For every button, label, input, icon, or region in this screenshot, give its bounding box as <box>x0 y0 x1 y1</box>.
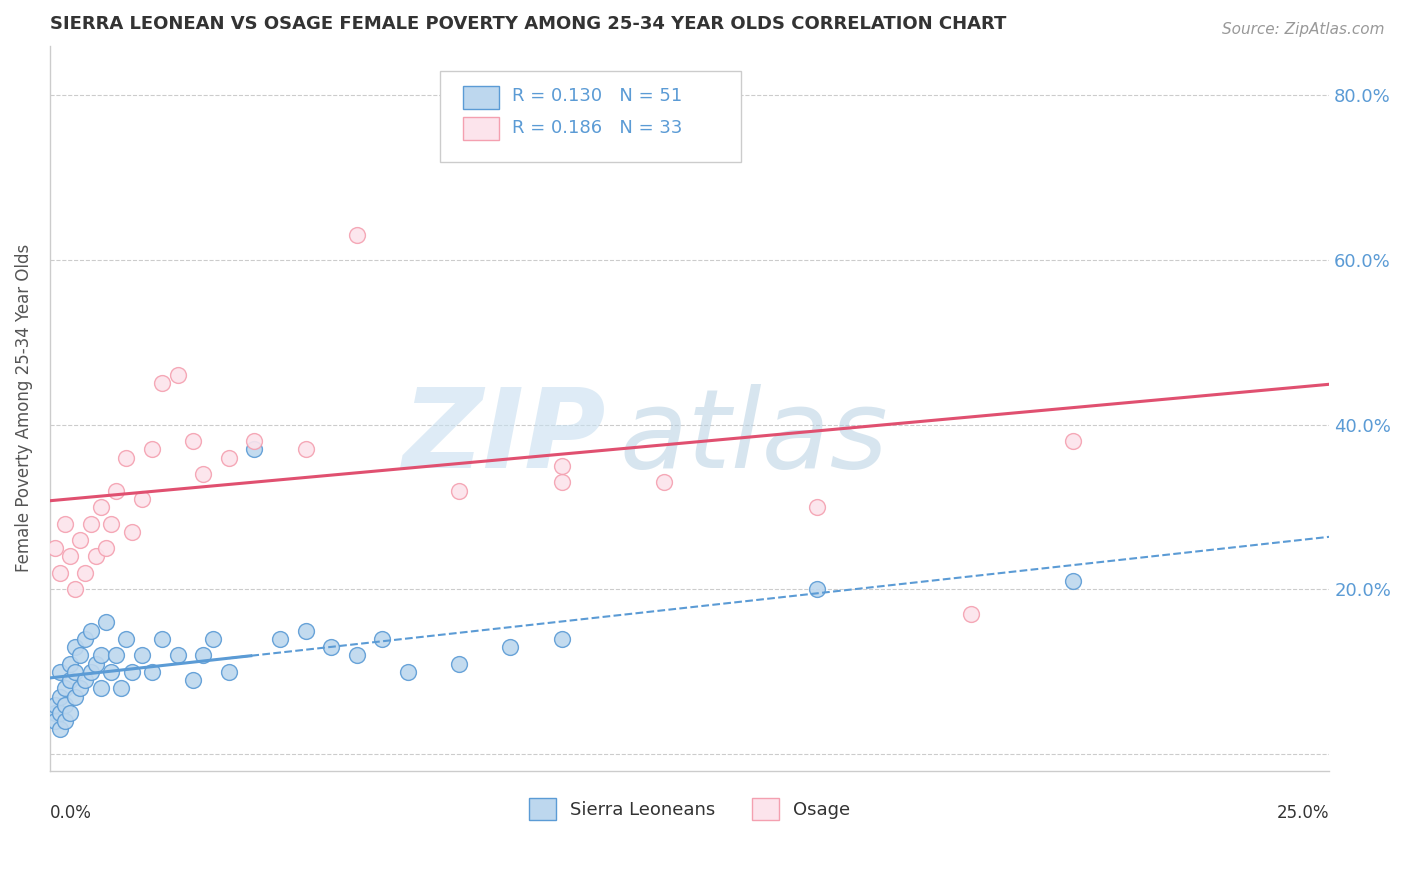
Point <box>202 632 225 646</box>
Point <box>269 632 291 646</box>
Point <box>53 698 76 712</box>
Point <box>181 673 204 687</box>
Point <box>49 665 72 679</box>
Y-axis label: Female Poverty Among 25-34 Year Olds: Female Poverty Among 25-34 Year Olds <box>15 244 32 573</box>
Point <box>550 475 572 490</box>
Point <box>121 665 143 679</box>
Point <box>90 500 112 514</box>
Point <box>121 524 143 539</box>
Point <box>49 706 72 720</box>
Point <box>49 723 72 737</box>
Point <box>84 657 107 671</box>
FancyBboxPatch shape <box>463 86 499 109</box>
Point <box>652 475 675 490</box>
Text: R = 0.130   N = 51: R = 0.130 N = 51 <box>512 87 682 105</box>
Point <box>218 450 240 465</box>
Point <box>44 714 66 729</box>
Point <box>75 632 97 646</box>
Point <box>806 500 828 514</box>
Point <box>69 533 91 547</box>
Point <box>84 549 107 564</box>
Point <box>59 657 82 671</box>
Point <box>550 458 572 473</box>
Point <box>141 665 163 679</box>
Point <box>90 648 112 663</box>
Point <box>69 648 91 663</box>
Text: ZIP: ZIP <box>402 384 606 491</box>
Point <box>346 648 368 663</box>
Point <box>181 434 204 449</box>
Point <box>49 566 72 580</box>
Point <box>371 632 394 646</box>
Legend: Sierra Leoneans, Osage: Sierra Leoneans, Osage <box>522 790 858 827</box>
Point <box>166 368 188 383</box>
Point <box>115 450 138 465</box>
Point <box>115 632 138 646</box>
Point <box>65 690 87 704</box>
Point <box>65 665 87 679</box>
Point <box>1062 574 1084 589</box>
Point <box>243 434 266 449</box>
Point <box>150 632 173 646</box>
Text: SIERRA LEONEAN VS OSAGE FEMALE POVERTY AMONG 25-34 YEAR OLDS CORRELATION CHART: SIERRA LEONEAN VS OSAGE FEMALE POVERTY A… <box>49 15 1007 33</box>
Point <box>69 681 91 696</box>
Text: R = 0.186   N = 33: R = 0.186 N = 33 <box>512 119 682 136</box>
Point <box>94 541 117 556</box>
Text: 25.0%: 25.0% <box>1277 804 1329 822</box>
Point <box>166 648 188 663</box>
Point <box>499 640 522 654</box>
Point <box>44 706 66 720</box>
Text: atlas: atlas <box>619 384 887 491</box>
Point <box>75 566 97 580</box>
FancyBboxPatch shape <box>440 71 741 161</box>
Point <box>105 483 128 498</box>
Point <box>59 673 82 687</box>
Point <box>44 698 66 712</box>
Point <box>193 467 215 481</box>
Text: 0.0%: 0.0% <box>49 804 91 822</box>
Point <box>100 665 122 679</box>
Point <box>79 624 101 638</box>
Point <box>449 657 471 671</box>
FancyBboxPatch shape <box>463 117 499 140</box>
Point <box>652 88 675 103</box>
Point <box>193 648 215 663</box>
Point <box>321 640 343 654</box>
Point <box>550 632 572 646</box>
Point <box>243 442 266 457</box>
Point <box>49 690 72 704</box>
Point <box>94 615 117 630</box>
Point <box>59 706 82 720</box>
Point <box>90 681 112 696</box>
Point <box>100 516 122 531</box>
Point <box>53 714 76 729</box>
Point <box>59 549 82 564</box>
Point <box>150 376 173 391</box>
Point <box>53 516 76 531</box>
Point <box>131 648 153 663</box>
Point <box>218 665 240 679</box>
Point <box>396 665 419 679</box>
Point <box>65 640 87 654</box>
Point <box>131 491 153 506</box>
Point <box>65 582 87 597</box>
Text: Source: ZipAtlas.com: Source: ZipAtlas.com <box>1222 22 1385 37</box>
Point <box>449 483 471 498</box>
Point <box>79 665 101 679</box>
Point <box>141 442 163 457</box>
Point <box>105 648 128 663</box>
Point <box>53 681 76 696</box>
Point <box>294 442 316 457</box>
Point <box>806 582 828 597</box>
Point <box>79 516 101 531</box>
Point <box>346 228 368 243</box>
Point <box>960 607 983 622</box>
Point <box>44 541 66 556</box>
Point <box>110 681 132 696</box>
Point <box>294 624 316 638</box>
Point <box>75 673 97 687</box>
Point <box>1062 434 1084 449</box>
